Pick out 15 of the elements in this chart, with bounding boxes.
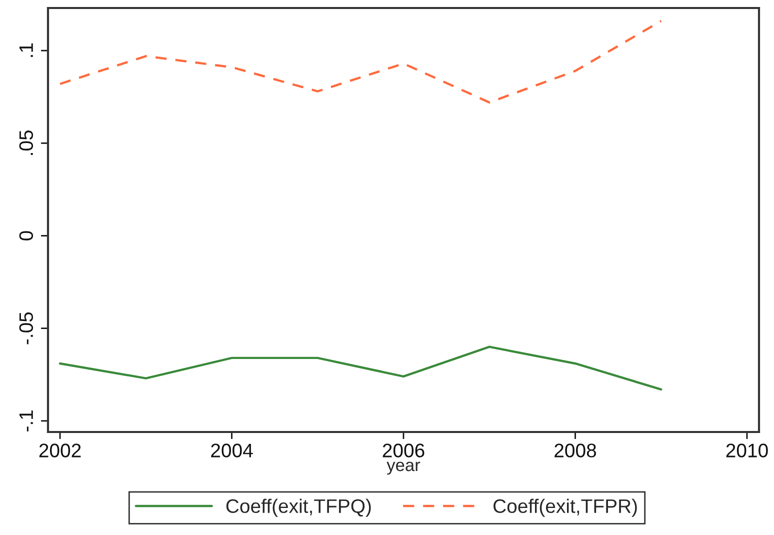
x-axis-title: year [386, 462, 420, 475]
x-tick-label: 2004 [211, 444, 253, 458]
line-series [58, 20, 662, 104]
y-tick-label: 0 [19, 231, 34, 240]
y-tick-label: -.1 [19, 410, 33, 432]
x-tick-label: 2010 [726, 444, 768, 458]
x-tick-label: 2008 [554, 444, 596, 458]
y-tick-label: .05 [19, 130, 34, 155]
legend-label: Coeff(exit,TFPQ) [226, 498, 371, 517]
y-tick-label: -.05 [19, 312, 34, 344]
x-tick-label: 2002 [39, 444, 81, 458]
x-tick-label: 2006 [382, 444, 424, 458]
legend-label: Coeff(exit,TFPR) [494, 498, 637, 517]
y-tick-label: .1 [19, 43, 33, 57]
line-series [58, 346, 662, 391]
